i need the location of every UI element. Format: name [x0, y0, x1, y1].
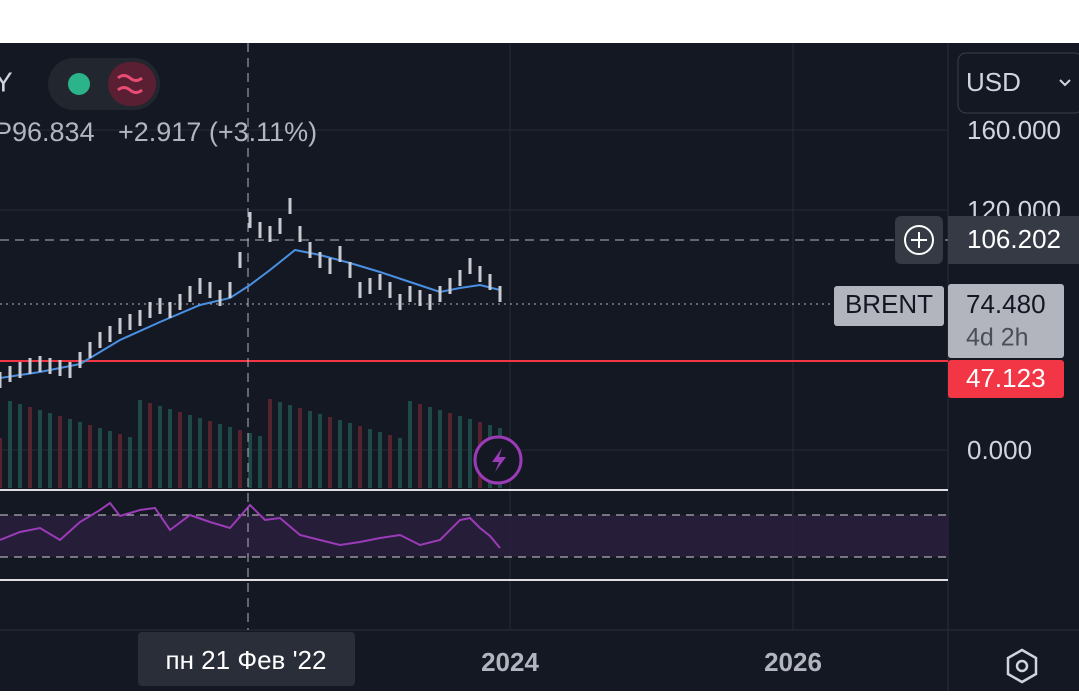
symbol-tag: BRENT: [845, 289, 933, 319]
volume-bar: [48, 413, 52, 488]
volume-bar: [288, 405, 292, 488]
volume-bar: [348, 423, 352, 488]
volume-bar: [398, 438, 402, 488]
volume-bar: [408, 401, 412, 488]
volume-bar: [18, 404, 22, 488]
volume-bar: [88, 425, 92, 488]
volume-bar: [0, 438, 2, 488]
volume-bar: [328, 417, 332, 488]
volume-bar: [468, 419, 472, 488]
status-icon-bg: [108, 62, 156, 106]
volume-bar: [438, 410, 442, 488]
volume-bar: [368, 429, 372, 488]
countdown: 4d 2h: [966, 324, 1029, 352]
moving-average: [0, 248, 501, 379]
volume-bar: [418, 404, 422, 488]
add-icon[interactable]: [904, 225, 934, 255]
volume-bar: [98, 428, 102, 488]
alert-label: 47.123: [966, 363, 1046, 393]
volume-bar: [198, 418, 202, 488]
add-icon[interactable]: [911, 232, 927, 248]
price-bars: [0, 198, 502, 388]
alert-label-bg: [948, 360, 1064, 398]
volume-bar: [178, 412, 182, 488]
volume-bar: [248, 433, 252, 488]
volume-bar: [78, 422, 82, 488]
currency-label[interactable]: USD: [966, 67, 1021, 97]
volume-bar: [238, 430, 242, 488]
settings-icon[interactable]: [1015, 659, 1029, 673]
price-tick-label: 0.000: [967, 435, 1032, 465]
volume-bar: [138, 400, 142, 488]
volume-bar: [108, 431, 112, 488]
crosshair-price-label-bg: [948, 216, 1079, 264]
time-tick-label: 2026: [764, 647, 822, 677]
price-tick-label: 160.000: [967, 115, 1061, 145]
volume-bar: [118, 434, 122, 488]
volume-bar: [158, 406, 162, 488]
volume-bar: [148, 403, 152, 488]
volume-bar: [318, 414, 322, 488]
last-price-label: 74.480: [966, 289, 1046, 319]
volume-bar: [228, 427, 232, 488]
volume-bar: [68, 419, 72, 488]
last-price-label-bg: [948, 284, 1064, 358]
volume-bar: [298, 408, 302, 488]
volume: [0, 399, 502, 488]
volume-bar: [8, 401, 12, 488]
crosshair-price-label: 106.202: [967, 224, 1061, 254]
volume-bar: [58, 416, 62, 488]
volume-bar: [378, 432, 382, 488]
volume-bar: [208, 421, 212, 488]
volume-bar: [258, 436, 262, 488]
volume-bar: [188, 415, 192, 488]
status-icon: [117, 74, 143, 94]
volume-bar: [388, 435, 392, 488]
crosshair-date: пн 21 Фев '22: [166, 645, 327, 675]
time-tick-label: 2024: [481, 647, 539, 677]
volume-bar: [308, 411, 312, 488]
events-icon[interactable]: [492, 448, 506, 472]
volume-bar: [458, 416, 462, 488]
volume-bar: [358, 426, 362, 488]
dropdown-arrow[interactable]: [1059, 79, 1071, 87]
symbol: Y: [0, 66, 13, 97]
volume-bar: [428, 407, 432, 488]
volume-bar: [278, 402, 282, 488]
legend-change: +2.917 (+3.11%): [118, 117, 317, 147]
settings-button[interactable]: [1006, 648, 1038, 684]
top-bar: [0, 0, 1079, 43]
status-dot: [68, 73, 90, 95]
rsi-line: [0, 501, 501, 549]
volume-bar: [218, 424, 222, 488]
volume-bar: [28, 407, 32, 488]
legend-value: Р96.834: [0, 117, 95, 147]
chart-background: [0, 43, 1079, 691]
symbol-tag-bg: [834, 286, 944, 326]
volume-bar: [268, 399, 272, 488]
volume-bar: [168, 409, 172, 488]
volume-bar: [128, 437, 132, 488]
volume-bar: [448, 413, 452, 488]
volume-bar: [38, 410, 42, 488]
crosshair-date-bg: [138, 632, 355, 686]
volume-bar: [338, 420, 342, 488]
currency-select[interactable]: [957, 52, 1079, 114]
